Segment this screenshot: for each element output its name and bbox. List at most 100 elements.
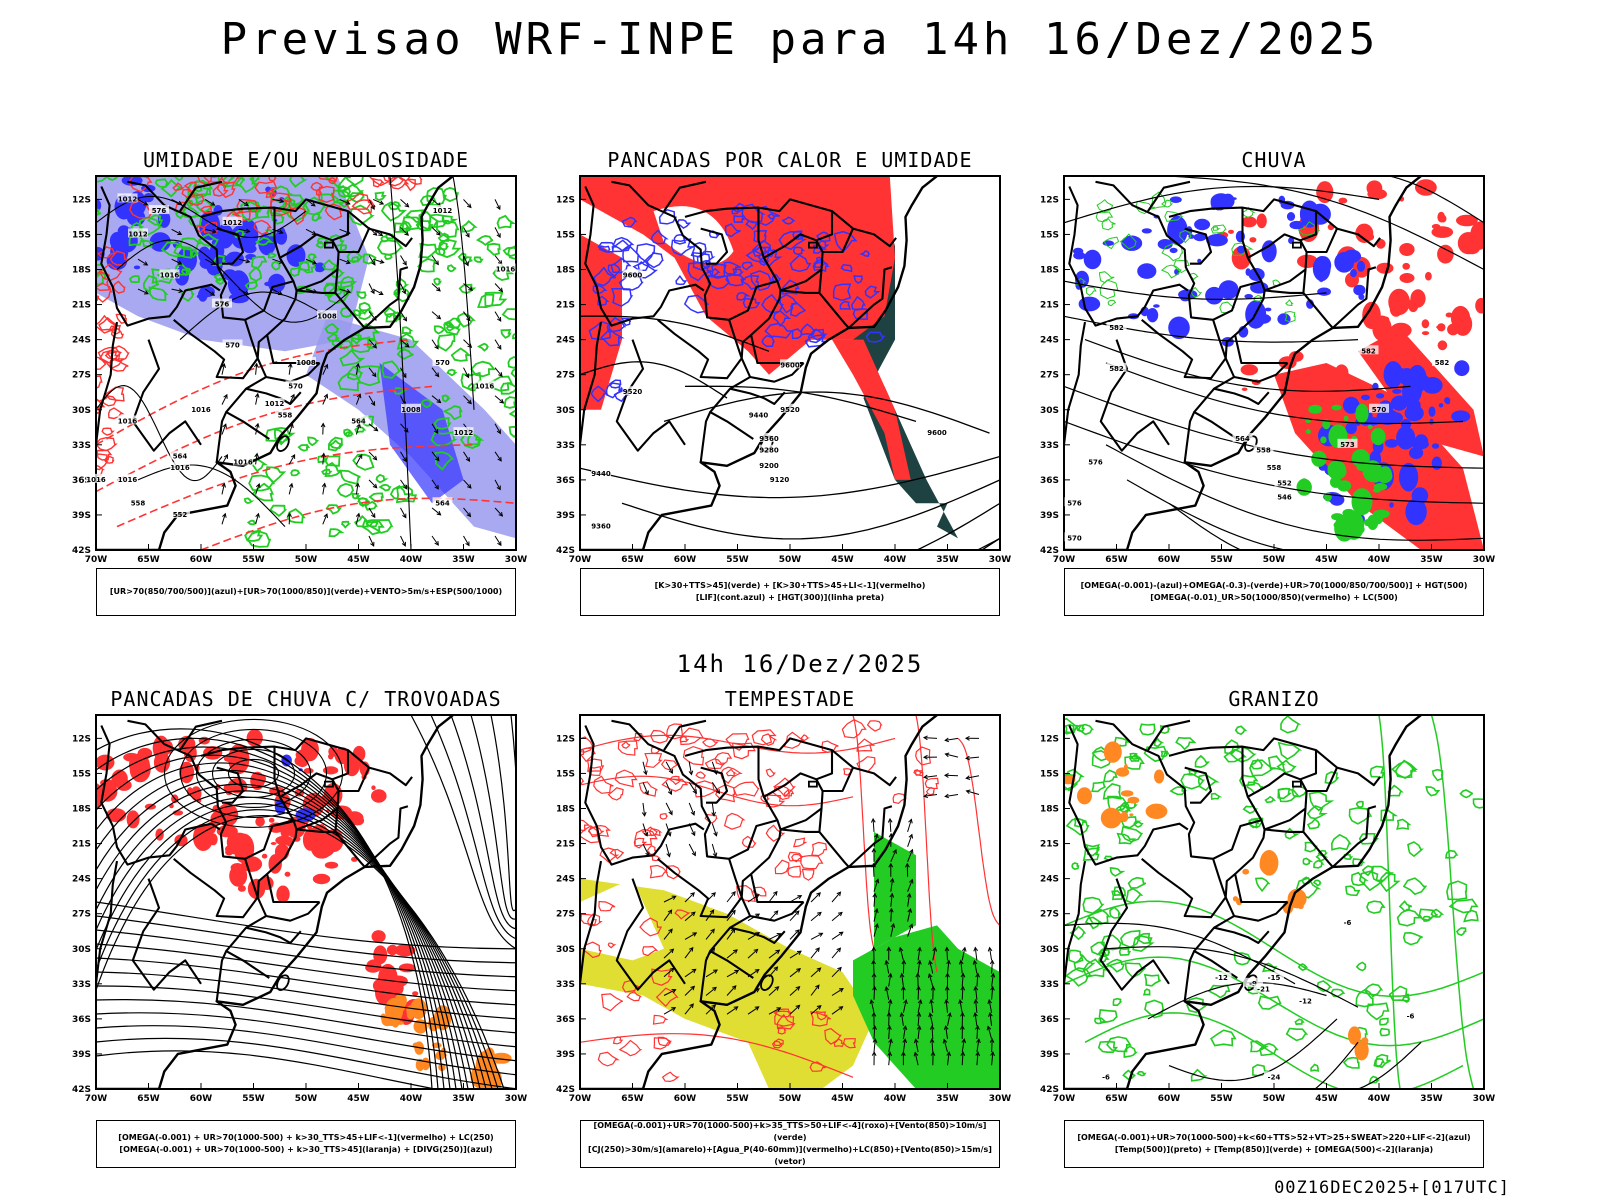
wind-vectors-head (371, 260, 376, 266)
wind-vectors-head (499, 398, 505, 404)
contour-label: 576 (215, 301, 230, 309)
wind-vectors-head (990, 972, 996, 978)
green-patches-blob (1373, 511, 1384, 525)
blue-patches-blob (1431, 456, 1442, 470)
state-border (663, 719, 707, 751)
red-patches-blob (1241, 216, 1257, 228)
wind-vectors-shaft (368, 199, 375, 210)
wind-vectors-shaft (726, 949, 738, 959)
green-contours-ring (419, 194, 437, 206)
state-border (700, 766, 729, 804)
lif-contours-ring (865, 331, 886, 343)
red-contours-ring (112, 280, 126, 294)
wind-vectors-shaft (917, 986, 920, 1000)
red-patches-blob (255, 816, 265, 827)
wind-vectors-head (871, 946, 877, 952)
lat-label: 39S (556, 1050, 575, 1060)
blue-patches-blob (1399, 462, 1419, 492)
temp850-contours-ring (1407, 841, 1425, 858)
wind-vectors-shaft (684, 968, 696, 978)
map-frame (1063, 714, 1485, 1090)
lat-label: 36S (1040, 476, 1059, 486)
water-contours-ring (642, 945, 659, 957)
state-border (1141, 857, 1227, 919)
wind-vectors-shaft (288, 513, 291, 525)
wind-vectors-head (401, 289, 406, 295)
map-layers (1064, 715, 1484, 1089)
streamline (96, 737, 439, 1089)
wind-vectors-head (710, 928, 715, 934)
wind-vectors-shaft (255, 483, 260, 495)
lat-label: 24S (1040, 875, 1059, 885)
green-patches-blob (1367, 424, 1373, 429)
lif-contours-ring (675, 274, 688, 286)
lat-label: 24S (1040, 336, 1059, 346)
temp850-contours-ring (1085, 843, 1101, 857)
wind-vectors-shaft (873, 879, 879, 892)
lif-contours-ring (781, 216, 796, 225)
lat-label: 12S (72, 195, 91, 205)
wind-vectors-head (436, 314, 442, 320)
wind-vectors-head (944, 946, 950, 952)
lat-label: 15S (556, 230, 575, 240)
contour-label-bg (117, 415, 138, 425)
green-contours-ring (96, 271, 107, 286)
lon-label: 60W (1158, 1094, 1181, 1104)
green-contours-ring (321, 258, 338, 271)
wind-vectors-head (915, 972, 921, 978)
contour-label-bg (222, 216, 243, 226)
wind-vectors-head (668, 810, 673, 816)
blue-patches-blob (207, 267, 219, 275)
red-contours-ring (187, 194, 205, 207)
blue-patches-blob (1121, 235, 1143, 251)
wind-vectors-shaft (688, 843, 696, 856)
omega-patches-blob (1296, 901, 1302, 905)
wind-vectors-head (972, 959, 978, 965)
wind-vectors-head (321, 482, 327, 488)
wind-vectors-shaft (902, 960, 905, 974)
wind-vectors-head (973, 998, 979, 1004)
wind-vectors-head (644, 790, 649, 796)
contour-label-bg (170, 450, 190, 460)
green-contours-ring (356, 290, 367, 300)
lat-label: 15S (1040, 230, 1059, 240)
lon-label: 50W (1263, 555, 1286, 565)
wind-vectors-head (890, 922, 896, 928)
contour-label-bg (159, 269, 180, 279)
state-border (179, 180, 223, 212)
wind-vectors-shaft (339, 198, 350, 205)
streamline (96, 999, 516, 1048)
lon-label: 40W (1368, 555, 1391, 565)
water-contours-ring (639, 917, 663, 937)
state-border (245, 926, 302, 944)
wind-vectors-head (253, 362, 259, 368)
temp850-contours (1064, 715, 1484, 1085)
green-contours-ring (501, 308, 516, 321)
lat-label: 42S (556, 546, 575, 556)
streamline-loop (195, 738, 312, 808)
water-contours-ring (866, 720, 883, 732)
wind-vectors-shaft (974, 1012, 978, 1026)
wind-vectors-shaft (642, 823, 648, 836)
temp850-contours-ring (1116, 832, 1137, 845)
green-contours-ring (396, 348, 414, 360)
streamline (490, 715, 516, 912)
wind-vectors-shaft (431, 283, 441, 292)
wind-vectors-head (731, 890, 736, 896)
lat-label: 12S (556, 195, 575, 205)
red-patches-blob (1437, 211, 1445, 223)
water-contours-ring (791, 853, 803, 863)
contour-label-bg (1295, 995, 1316, 1005)
water-contours-ring (617, 740, 638, 756)
state-border (1183, 950, 1196, 1002)
wind-vectors-shaft (137, 198, 148, 206)
green-contours-ring (364, 500, 378, 511)
contour-label: -12 (1215, 974, 1228, 982)
contour-label-bg (1264, 462, 1284, 472)
geography (580, 715, 938, 1089)
temp850-lines-line (1430, 715, 1475, 1089)
contour-label: 546 (1277, 493, 1292, 501)
wind-vectors-shaft (902, 999, 907, 1013)
lif-contours-ring (732, 202, 747, 213)
